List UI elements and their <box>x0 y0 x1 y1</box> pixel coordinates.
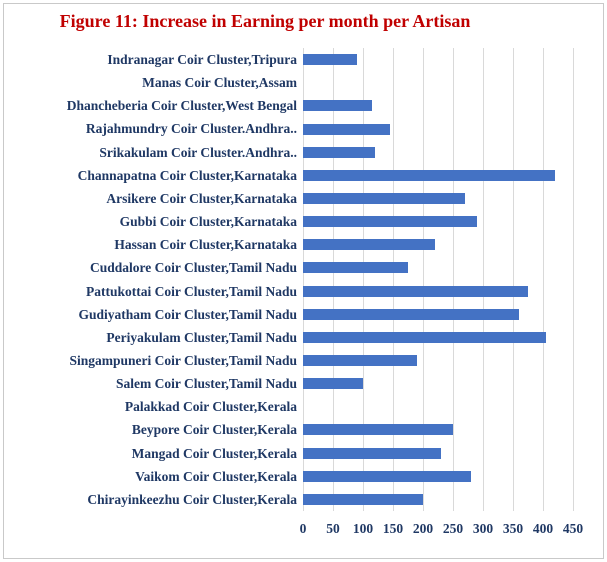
x-axis-tick-label: 50 <box>326 521 340 536</box>
bar <box>303 123 390 135</box>
category-label: Dhancheberia Coir Cluster,West Bengal <box>66 98 297 114</box>
x-axis-tick-label: 0 <box>299 521 307 536</box>
bar <box>303 262 408 274</box>
bar <box>303 447 441 459</box>
bar <box>303 308 519 320</box>
category-label: Beypore Coir Cluster,Kerala <box>131 422 297 438</box>
bar <box>303 146 375 158</box>
category-label: Singampuneri Coir Cluster,Tamil Nadu <box>69 352 297 368</box>
category-label: Mangad Coir Cluster,Kerala <box>131 445 297 461</box>
category-label: Manas Coir Cluster,Assam <box>142 75 297 91</box>
gridline <box>453 48 454 511</box>
category-label: Periyakulam Cluster,Tamil Nadu <box>106 329 297 345</box>
category-label: Salem Coir Cluster,Tamil Nadu <box>115 376 297 392</box>
bar <box>303 169 555 181</box>
bar <box>303 331 546 343</box>
bar <box>303 192 465 204</box>
gridline <box>573 48 574 511</box>
bar <box>303 100 372 112</box>
x-axis-tick-label: 200 <box>412 521 434 536</box>
bar <box>303 216 477 228</box>
category-label: Indranagar Coir Cluster,Tripura <box>107 52 297 67</box>
x-axis-tick-label: 350 <box>502 521 524 536</box>
category-label: Channapatna Coir Cluster,Karnataka <box>77 167 297 183</box>
x-axis-tick-labels: 0 50 100 150 200 250 300 350 400 450 <box>0 521 607 543</box>
bar <box>303 424 453 436</box>
x-axis-tick-label: 100 <box>352 521 374 536</box>
bar <box>303 470 471 482</box>
category-label: Gudiyatham Coir Cluster,Tamil Nadu <box>78 306 297 322</box>
x-axis-tick-label: 450 <box>562 521 584 536</box>
x-axis-tick-label: 150 <box>382 521 404 536</box>
gridline <box>333 48 334 511</box>
plot-area <box>303 48 587 511</box>
category-label: Arsikere Coir Cluster,Karnataka <box>106 190 297 206</box>
category-label: Rajahmundry Coir Cluster.Andhra.. <box>85 121 297 137</box>
category-axis-labels: Indranagar Coir Cluster,Tripura Manas Coi… <box>0 0 297 562</box>
category-label: Srikakulam Coir Cluster.Andhra.. <box>99 144 297 160</box>
category-label: Hassan Coir Cluster,Karnataka <box>114 237 297 253</box>
x-axis-tick-label: 300 <box>472 521 494 536</box>
category-label: Cuddalore Coir Cluster,Tamil Nadu <box>89 260 297 276</box>
category-label: Chirayinkeezhu Coir Cluster,Kerala <box>87 491 297 507</box>
category-label: Vaikom Coir Cluster,Kerala <box>135 468 297 484</box>
bar <box>303 378 363 390</box>
gridline <box>393 48 394 511</box>
bar <box>303 355 417 367</box>
gridline <box>303 48 304 511</box>
chart-title: Figure 11: Increase in Earning per month… <box>59 11 471 31</box>
gridline <box>483 48 484 511</box>
category-label: Pattukottai Coir Cluster,Tamil Nadu <box>85 283 297 299</box>
x-axis-tick-label: 250 <box>442 521 464 536</box>
gridline <box>423 48 424 511</box>
gridline <box>543 48 544 511</box>
bar <box>303 239 435 251</box>
x-axis-tick-label: 400 <box>532 521 554 536</box>
gridline <box>363 48 364 511</box>
bar <box>303 285 528 297</box>
category-label: Gubbi Coir Cluster,Karnataka <box>119 214 297 230</box>
bar <box>303 493 423 505</box>
bar <box>303 54 357 66</box>
category-label: Palakkad Coir Cluster,Kerala <box>124 399 297 415</box>
gridline <box>513 48 514 511</box>
